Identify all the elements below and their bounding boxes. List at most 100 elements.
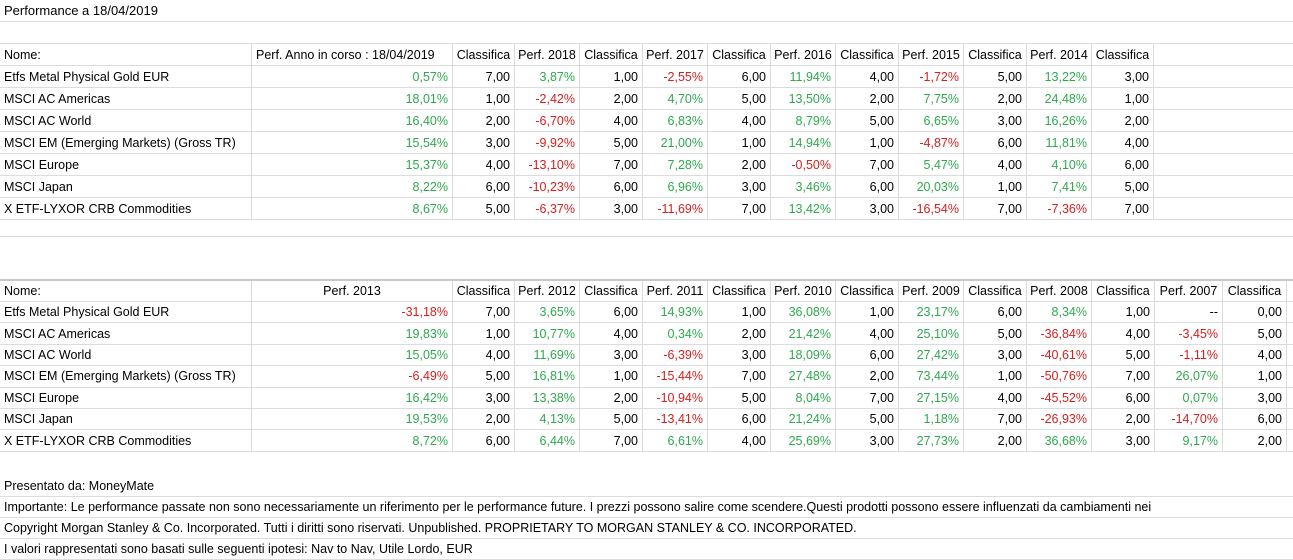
performance-value: 13,42%: [771, 198, 836, 219]
rank-value: 5,00: [708, 387, 771, 408]
fund-name: Etfs Metal Physical Gold EUR: [0, 66, 252, 87]
performance-value: -45,52%: [1027, 387, 1092, 408]
performance-value: 13,22%: [1027, 66, 1092, 87]
rank-value: 1,00: [1092, 88, 1154, 109]
rank-value: 3,00: [836, 198, 899, 219]
performance-value: 6,44%: [515, 430, 580, 451]
performance-value: 15,54%: [252, 132, 453, 153]
rank-value: 6,00: [580, 302, 643, 323]
rank-value: 3,00: [708, 176, 771, 197]
performance-value: -6,49%: [252, 366, 453, 387]
rank-value: 3,00: [964, 344, 1027, 366]
performance-value: 7,41%: [1027, 176, 1092, 197]
column-header: Classifica: [580, 281, 643, 301]
performance-value: 36,08%: [771, 302, 836, 323]
rank-value: 6,00: [453, 430, 515, 451]
performance-value: -14,70%: [1155, 409, 1223, 430]
performance-value: -10,94%: [643, 387, 708, 408]
performance-value: 8,72%: [252, 430, 453, 451]
fund-name: MSCI Europe: [0, 154, 252, 175]
performance-value: -1,72%: [899, 66, 964, 87]
rank-value: 7,00: [580, 154, 643, 175]
column-header: Perf. Anno in corso : 18/04/2019: [252, 44, 453, 65]
rank-value: 7,00: [964, 409, 1027, 430]
performance-value: 1,18%: [899, 409, 964, 430]
fund-name: MSCI Japan: [0, 409, 252, 430]
performance-value: 3,46%: [771, 176, 836, 197]
table-row: MSCI Japan 19,53% 2,00 4,13% 5,00 -13,41% 6,00…: [0, 409, 1293, 431]
table-row: MSCI EM (Emerging Markets) (Gross TR) -6,…: [0, 366, 1293, 388]
performance-value: 10,77%: [515, 323, 580, 344]
rank-value: 6,00: [836, 176, 899, 197]
rank-value: 4,00: [836, 323, 899, 344]
performance-value: 9,17%: [1155, 430, 1223, 451]
rank-value: 2,00: [453, 409, 515, 430]
fund-name: Etfs Metal Physical Gold EUR: [0, 302, 252, 323]
column-header: Classifica: [1223, 281, 1287, 301]
performance-value: 21,42%: [771, 323, 836, 344]
performance-value: 25,10%: [899, 323, 964, 344]
column-header: Perf. 2010: [771, 281, 836, 301]
table-row: MSCI Japan 8,22% 6,00 -10,23% 6,00 6,96% 3,00 3…: [0, 176, 1293, 198]
performance-value: 36,68%: [1027, 430, 1092, 451]
rank-value: 7,00: [836, 154, 899, 175]
performance-value: 24,48%: [1027, 88, 1092, 109]
rank-value: 5,00: [1092, 344, 1155, 366]
rank-value: 5,00: [836, 409, 899, 430]
rank-value: 7,00: [964, 198, 1027, 219]
performance-value: -10,23%: [515, 176, 580, 197]
table-row: MSCI Europe 16,42% 3,00 13,38% 2,00 -10,94% 5,…: [0, 387, 1293, 409]
performance-value: -50,76%: [1027, 366, 1092, 387]
column-header: Perf. 2011: [643, 281, 708, 301]
rank-value: 7,00: [580, 430, 643, 451]
blank-row: [0, 22, 1293, 44]
rank-value: 0,00: [1223, 302, 1287, 323]
performance-value: 8,22%: [252, 176, 453, 197]
rank-value: 3,00: [580, 198, 643, 219]
performance-value: 16,81%: [515, 366, 580, 387]
rank-value: 6,00: [708, 409, 771, 430]
column-header: Perf. 2015: [899, 44, 964, 65]
rank-value: 2,00: [964, 430, 1027, 451]
performance-value: 26,07%: [1155, 366, 1223, 387]
rank-value: 4,00: [1223, 344, 1287, 366]
performance-value: 3,87%: [515, 66, 580, 87]
rank-value: 3,00: [580, 344, 643, 366]
rank-value: 4,00: [1092, 323, 1155, 344]
performance-value: -6,70%: [515, 110, 580, 131]
rank-value: 6,00: [453, 176, 515, 197]
rank-value: 6,00: [1092, 154, 1154, 175]
rank-value: 3,00: [453, 387, 515, 408]
rank-value: 2,00: [453, 110, 515, 131]
performance-value: -36,84%: [1027, 323, 1092, 344]
rank-value: 3,00: [1092, 66, 1154, 87]
performance-value: 6,96%: [643, 176, 708, 197]
rank-value: 2,00: [1092, 110, 1154, 131]
performance-value: 7,75%: [899, 88, 964, 109]
performance-value: -0,50%: [771, 154, 836, 175]
performance-value: 0,34%: [643, 323, 708, 344]
performance-value: 14,93%: [643, 302, 708, 323]
table-row: MSCI AC Americas 18,01% 1,00 -2,42% 2,00 4,70…: [0, 88, 1293, 110]
performance-value: 6,61%: [643, 430, 708, 451]
performance-value: -26,93%: [1027, 409, 1092, 430]
rank-value: 1,00: [708, 132, 771, 153]
rank-value: 6,00: [708, 66, 771, 87]
performance-value: 5,47%: [899, 154, 964, 175]
performance-value: 14,94%: [771, 132, 836, 153]
performance-value: 19,53%: [252, 409, 453, 430]
performance-value: 18,01%: [252, 88, 453, 109]
rank-value: 4,00: [580, 323, 643, 344]
fund-name: MSCI Europe: [0, 387, 252, 408]
fund-name: MSCI AC Americas: [0, 323, 252, 344]
rank-value: 1,00: [964, 176, 1027, 197]
performance-value: -2,55%: [643, 66, 708, 87]
performance-value: -7,36%: [1027, 198, 1092, 219]
rank-value: 1,00: [708, 302, 771, 323]
table-row: MSCI Europe 15,37% 4,00 -13,10% 7,00 7,28% 2,0…: [0, 154, 1293, 176]
fund-name: MSCI AC World: [0, 344, 252, 366]
rank-value: 5,00: [1092, 176, 1154, 197]
rank-value: 6,00: [836, 344, 899, 366]
rank-value: 3,00: [836, 430, 899, 451]
performance-value: 6,65%: [899, 110, 964, 131]
